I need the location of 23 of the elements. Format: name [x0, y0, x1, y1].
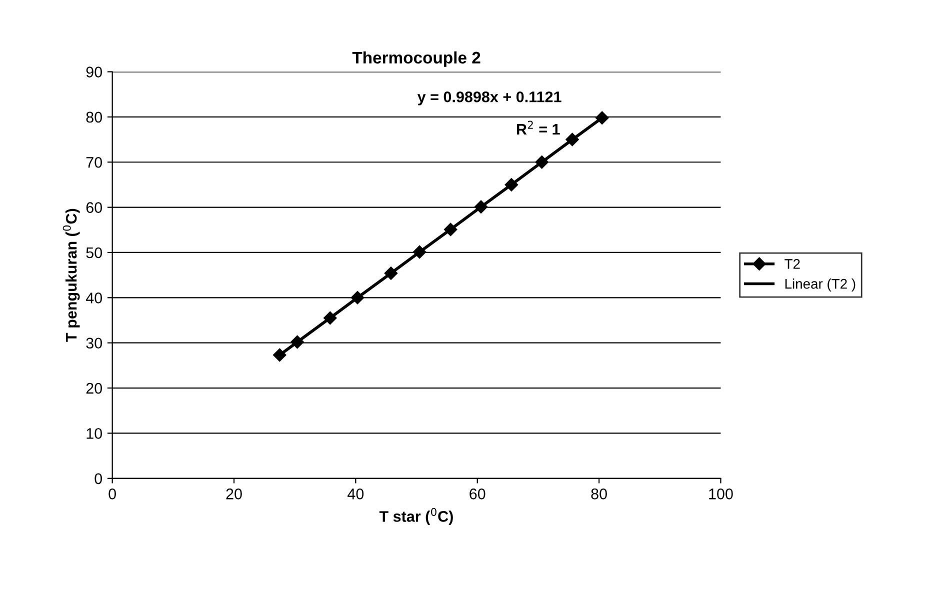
x-tick-label: 0 — [108, 488, 116, 500]
y-tick-label: 90 — [86, 66, 102, 78]
y-tick-label: 40 — [86, 292, 102, 304]
y-tick-label: 10 — [86, 428, 102, 439]
annotation: y = 0.9898x + 0.1121 — [417, 91, 562, 106]
legend-label: T2 — [784, 259, 800, 269]
y-tick-label: 30 — [86, 338, 102, 349]
y-tick-label: 80 — [86, 112, 102, 123]
x-axis-title: T star ($^{0}$C) — [379, 508, 453, 525]
x-tick-label: 80 — [591, 488, 607, 500]
y-tick-label: 0 — [94, 473, 102, 484]
legend-label: Linear (T2 ) — [785, 278, 856, 292]
y-tick-label: 60 — [86, 202, 102, 213]
y-axis-title: T pengukuran ($^{0}$C) — [62, 208, 80, 342]
y-tick-label: 70 — [86, 156, 102, 168]
x-tick-label: 100 — [709, 488, 733, 500]
x-tick-label: 60 — [470, 488, 486, 500]
y-tick-label: 50 — [86, 247, 102, 258]
annotation: R$^{2}$ = 1 — [516, 120, 560, 135]
y-tick-label: 20 — [86, 382, 102, 394]
x-tick-label: 20 — [226, 488, 242, 500]
chart-title: Thermocouple 2 — [352, 51, 480, 67]
x-tick-label: 40 — [348, 488, 364, 500]
